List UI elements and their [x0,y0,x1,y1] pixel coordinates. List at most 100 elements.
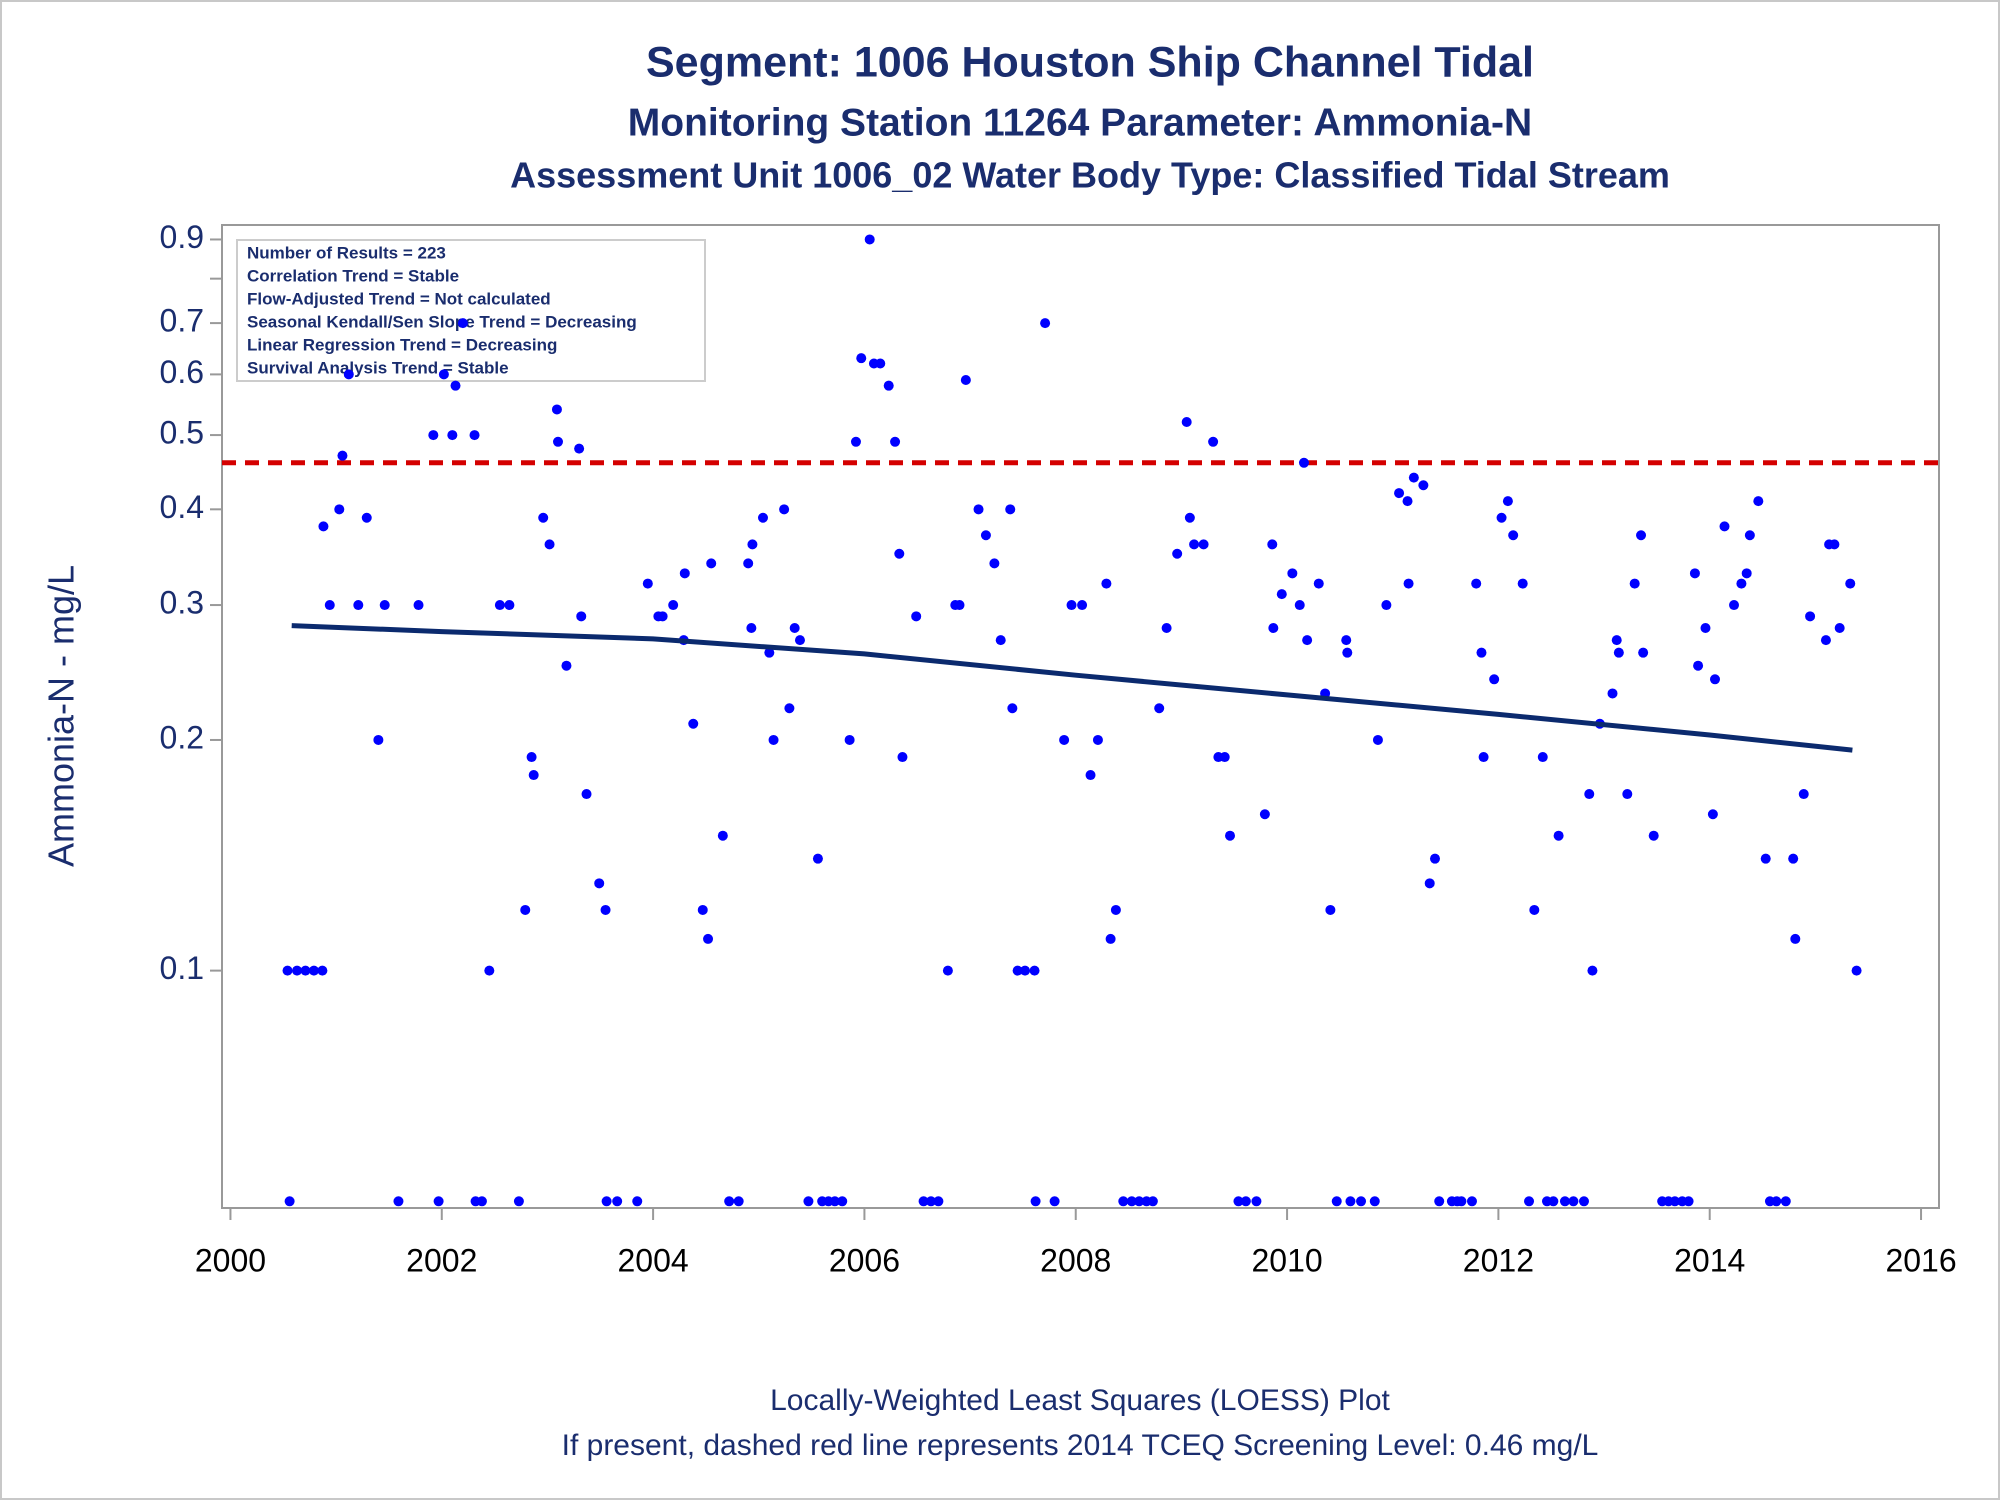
data-point [513,1196,524,1207]
x-tick-label: 2012 [1463,1242,1534,1278]
data-point [844,734,855,745]
data-point [318,521,329,532]
data-point [1508,530,1519,541]
data-point [594,878,605,889]
data-point [1851,965,1862,976]
data-point [1181,417,1192,428]
data-point [803,1196,814,1207]
data-point [1548,1196,1559,1207]
x-tick-label: 2000 [195,1242,266,1278]
data-point [1110,904,1121,915]
data-point [1147,1196,1158,1207]
data-point [1719,521,1730,532]
data-point [1434,1196,1445,1207]
data-point [989,558,1000,569]
data-point [789,623,800,634]
data-point [504,600,515,611]
footnote: If present, dashed red line represents 2… [562,1429,1599,1462]
data-point [764,647,775,658]
data-point [413,600,424,611]
data-point [1834,623,1845,634]
data-point [428,430,439,441]
y-tick-label: 0.7 [160,303,204,339]
data-point [553,436,564,447]
data-point [1798,789,1809,800]
y-tick-label: 0.4 [160,489,204,525]
stats-line: Correlation Trend = Stable [247,266,459,285]
data-point [1611,635,1622,646]
x-tick-label: 2008 [1040,1242,1111,1278]
data-point [1669,1196,1680,1207]
data-point [1012,965,1023,976]
data-point [1259,809,1270,820]
data-point [457,318,468,329]
data-point [284,1196,295,1207]
data-point [1298,457,1309,468]
data-point [574,443,585,454]
data-point [1331,1196,1342,1207]
data-point [520,904,531,915]
data-point [1402,496,1413,507]
data-point [1744,530,1755,541]
chart-title: Segment: 1006 Houston Ship Channel Tidal [646,38,1534,86]
data-point [1059,734,1070,745]
data-point [1456,1196,1467,1207]
data-point [697,904,708,915]
data-point [1219,752,1230,763]
plot-area [221,224,1940,1209]
data-point [1276,589,1287,600]
data-point [1693,660,1704,671]
x-tick-label: 2016 [1885,1242,1956,1278]
data-point [747,539,758,550]
data-point [544,539,555,550]
data-point [300,965,311,976]
data-point [282,965,293,976]
data-point [1429,853,1440,864]
data-point [1302,635,1313,646]
data-point [1184,512,1195,523]
data-point [343,369,354,380]
data-point [494,600,505,611]
data-point [1829,539,1840,550]
data-point [933,1196,944,1207]
data-point [1636,530,1647,541]
data-point [1537,752,1548,763]
y-axis-label: Ammonia-N - mg/L [41,565,82,867]
data-point [995,635,1006,646]
data-point [1736,578,1747,589]
data-point [1741,568,1752,579]
data-point [292,965,303,976]
data-point [1240,1196,1251,1207]
data-point [1729,600,1740,611]
data-point [779,504,790,515]
data-point [746,623,757,634]
data-point [1085,770,1096,781]
data-point [1559,1196,1570,1207]
y-tick-label: 0.5 [160,415,204,451]
data-point [784,703,795,714]
data-point [1478,752,1489,763]
data-point [1267,539,1278,550]
data-point [632,1196,643,1207]
data-point [353,600,364,611]
stats-line: Survival Analysis Trend = Stable [247,358,509,377]
loess-line [291,623,1853,753]
stats-line: Seasonal Kendall/Sen Slope Trend = Decre… [247,312,637,331]
data-point [973,504,984,515]
data-point [1613,647,1624,658]
data-point [1161,623,1172,634]
data-point [484,965,495,976]
data-point [1683,1196,1694,1207]
data-point [1587,965,1598,976]
data-point [1029,965,1040,976]
data-point [1771,1196,1782,1207]
data-point [1845,578,1856,589]
data-point [1092,734,1103,745]
data-point [1502,496,1513,507]
data-point [837,1196,848,1207]
data-point [1489,674,1500,685]
data-point [1394,488,1405,499]
data-point [960,374,971,385]
stats-line: Number of Results = 223 [247,243,446,262]
